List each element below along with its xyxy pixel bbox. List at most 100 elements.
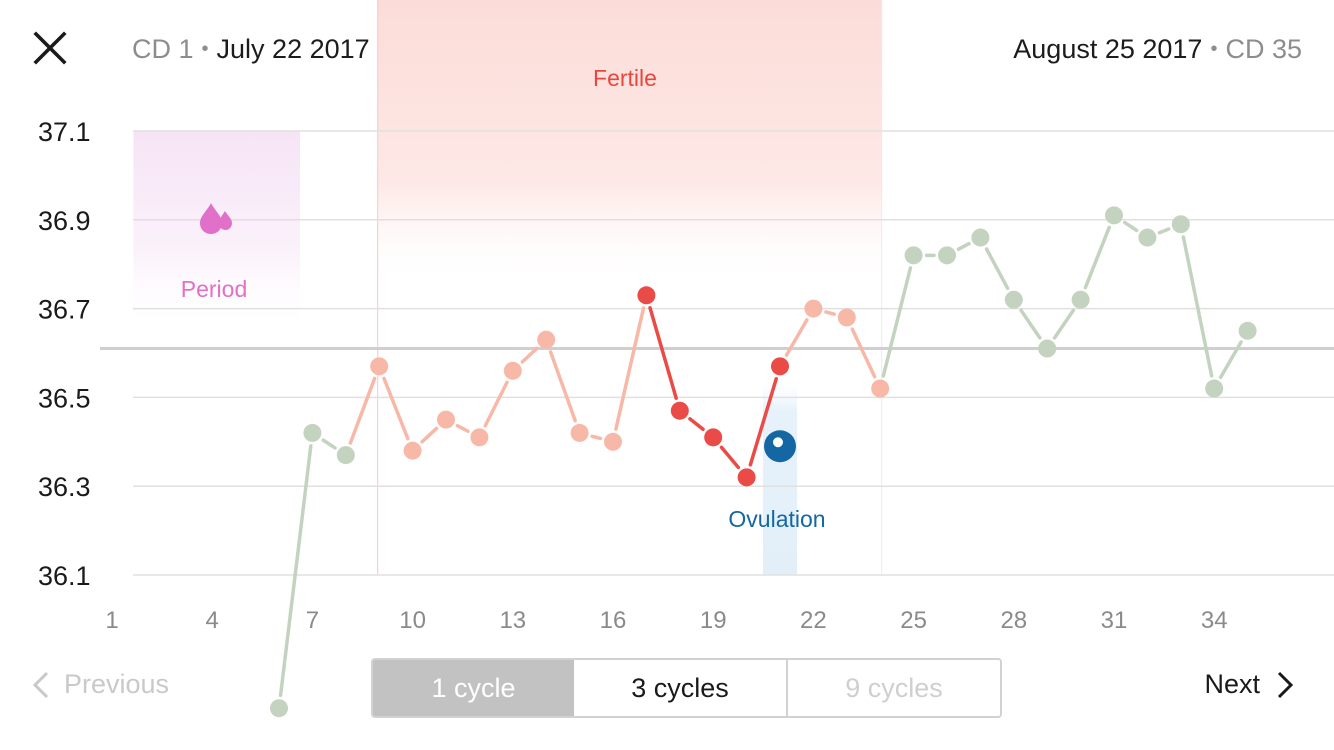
series-line-segment <box>824 310 836 316</box>
chevron-left-icon <box>32 671 49 698</box>
temperature-point[interactable] <box>1205 379 1224 398</box>
series-line-segment <box>850 327 877 379</box>
temperature-point[interactable] <box>670 401 689 420</box>
start-day-label: CD 1 • July 22 2017 <box>132 34 370 65</box>
series-line-segment <box>1019 308 1042 340</box>
series-line-segment <box>984 247 1010 291</box>
x-tick-label: 19 <box>700 607 727 634</box>
egg-icon <box>764 430 796 463</box>
temperature-point[interactable] <box>1238 321 1257 340</box>
series-line-segment <box>1181 235 1214 378</box>
temperature-point[interactable] <box>403 441 422 460</box>
x-tick-label: 34 <box>1201 607 1228 634</box>
series-line-segment <box>719 445 741 470</box>
series-line-segment <box>956 241 971 251</box>
series-line-segment <box>784 318 809 357</box>
fertile-label: Fertile <box>593 65 657 91</box>
temperature-point[interactable] <box>303 423 322 442</box>
start-date: July 22 2017 <box>216 34 370 64</box>
temperature-point[interactable] <box>737 468 756 487</box>
y-tick-label: 36.5 <box>38 383 91 413</box>
temperature-point[interactable] <box>370 357 389 376</box>
cycle-range-selector: 1 cycle 3 cycles 9 cycles <box>371 658 1002 718</box>
series-line-segment <box>1083 225 1111 290</box>
series-line-segment <box>548 350 577 423</box>
x-tick-label: 16 <box>600 607 627 634</box>
temperature-point[interactable] <box>904 246 923 265</box>
series-line-segment <box>614 306 646 431</box>
x-tick-label: 31 <box>1101 607 1128 634</box>
end-date: August 25 2017 <box>1013 34 1203 64</box>
series-line-segment <box>1157 227 1171 235</box>
x-tick-label: 13 <box>499 607 526 634</box>
cycle-navigation: Previous 1 cycle 3 cycles 9 cycles Next <box>0 655 1334 725</box>
x-tick-label: 7 <box>306 607 319 634</box>
temperature-point[interactable] <box>804 299 823 318</box>
drop-large <box>200 203 222 234</box>
series-line-segment <box>1123 220 1139 233</box>
temperature-point[interactable] <box>336 446 355 465</box>
end-day-label: August 25 2017 • CD 35 <box>1013 34 1302 65</box>
separator-dot: • <box>201 38 209 60</box>
series-line-segment <box>420 426 439 444</box>
temperature-point[interactable] <box>604 432 622 451</box>
previous-button[interactable]: Previous <box>32 669 169 700</box>
temperature-point[interactable] <box>871 379 890 398</box>
series-line-segment <box>382 376 410 441</box>
temperature-point[interactable] <box>570 423 589 442</box>
segment-1-cycle[interactable]: 1 cycle <box>373 660 574 716</box>
temperature-point[interactable] <box>704 428 723 447</box>
chevron-right-icon <box>1277 671 1294 698</box>
series-line-segment <box>321 438 337 450</box>
temperature-point[interactable] <box>971 228 990 247</box>
series-line-segment <box>688 417 705 432</box>
y-tick-label: 36.9 <box>38 206 91 236</box>
segment-3-cycles[interactable]: 3 cycles <box>574 660 788 716</box>
drop-small <box>219 211 232 230</box>
x-tick-label: 1 <box>105 607 118 634</box>
start-cycle-day: CD 1 <box>132 34 194 64</box>
series-line-segment <box>455 423 470 434</box>
series-line-segment <box>648 306 678 400</box>
temperature-point[interactable] <box>437 410 455 429</box>
egg-icon-highlight <box>773 437 783 448</box>
period-label: Period <box>181 276 247 302</box>
temperature-point[interactable] <box>1038 339 1057 358</box>
series-line-segment <box>590 434 603 441</box>
temperature-point[interactable] <box>771 357 789 376</box>
y-tick-label: 36.3 <box>38 472 91 502</box>
temperature-point[interactable] <box>537 330 556 349</box>
segment-9-cycles[interactable]: 9 cycles <box>788 660 1000 716</box>
series-line-segment <box>520 346 539 364</box>
temperature-point[interactable] <box>837 308 856 327</box>
temperature-point[interactable] <box>1071 290 1090 309</box>
y-tick-label: 36.7 <box>38 295 91 325</box>
previous-label: Previous <box>64 669 170 699</box>
chart-header: CD 1 • July 22 2017 August 25 2017 • CD 35 <box>0 0 1334 100</box>
series-line-segment <box>1218 340 1243 380</box>
temperature-point[interactable] <box>938 246 956 265</box>
series-line-segment <box>348 376 377 445</box>
y-tick-label: 37.1 <box>38 117 91 147</box>
x-tick-label: 28 <box>1000 607 1027 634</box>
temperature-point[interactable] <box>1171 215 1190 234</box>
next-button[interactable]: Next <box>1204 669 1294 700</box>
temperature-point[interactable] <box>1004 290 1023 309</box>
drops-icon <box>200 203 232 234</box>
close-icon[interactable] <box>30 28 70 68</box>
temperature-point[interactable] <box>1138 228 1157 247</box>
temperature-point[interactable] <box>270 699 288 718</box>
ovulation-label: Ovulation <box>728 506 825 532</box>
temperature-point[interactable] <box>470 428 489 447</box>
x-tick-label: 22 <box>800 607 827 634</box>
temperature-point[interactable] <box>1105 206 1123 225</box>
end-cycle-day: CD 35 <box>1225 34 1302 64</box>
separator-dot: • <box>1210 38 1218 60</box>
x-tick-label: 25 <box>900 607 927 634</box>
x-tick-label: 10 <box>399 607 426 634</box>
series-line-segment <box>278 444 313 698</box>
temperature-point[interactable] <box>637 286 656 305</box>
temperature-point[interactable] <box>503 361 522 380</box>
series-line-segment <box>748 377 779 467</box>
